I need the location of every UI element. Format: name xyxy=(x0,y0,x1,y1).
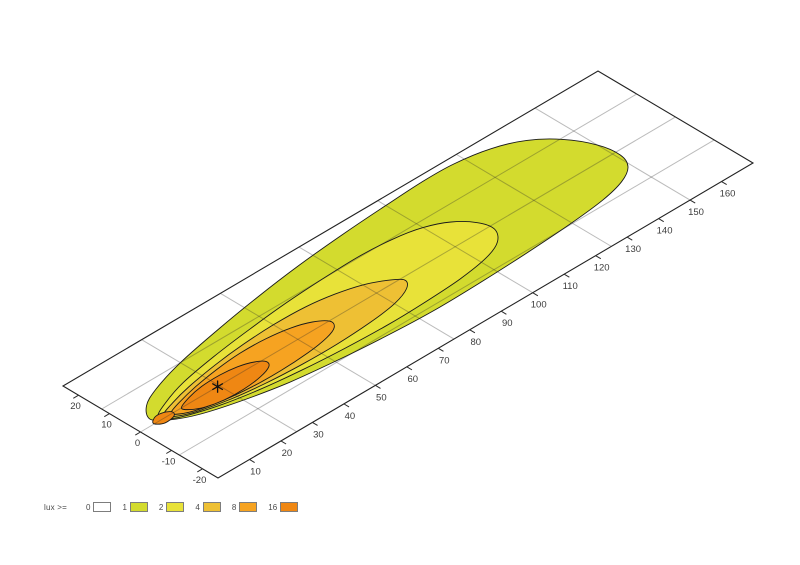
y-tick-label: 10 xyxy=(101,420,112,431)
x-tick-label: 150 xyxy=(688,207,704,218)
x-tick xyxy=(626,236,633,241)
x-tick-label: 120 xyxy=(594,263,610,274)
grid-line-lateral xyxy=(178,139,715,456)
contour-level-16 xyxy=(180,360,270,411)
x-tick-label: 60 xyxy=(408,374,419,385)
x-tick xyxy=(563,273,570,278)
legend-value-4: 4 xyxy=(195,502,200,512)
x-tick-label: 130 xyxy=(625,244,641,255)
x-tick-label: 100 xyxy=(531,300,547,311)
grid-line-distance xyxy=(456,153,612,247)
legend-swatch-8 xyxy=(239,502,258,512)
x-tick xyxy=(406,366,413,371)
x-tick-label: 50 xyxy=(376,392,387,403)
x-tick xyxy=(500,310,507,315)
x-tick xyxy=(280,440,287,445)
x-tick xyxy=(595,255,602,260)
x-tick xyxy=(249,459,255,463)
legend-swatch-4 xyxy=(202,502,221,512)
hotspot-asterisk xyxy=(212,383,224,391)
legend-title: lux >= xyxy=(44,502,67,512)
x-tick-label: 160 xyxy=(720,189,736,200)
grid-line-distance xyxy=(220,292,376,386)
y-tick-label: -10 xyxy=(162,456,176,467)
legend-swatch-1 xyxy=(129,502,148,512)
y-tick xyxy=(73,394,79,399)
legend-swatch-16 xyxy=(280,502,299,512)
x-tick xyxy=(312,421,318,426)
legend-value-0: 0 xyxy=(86,502,91,512)
x-tick xyxy=(532,292,539,297)
legend-swatch-2 xyxy=(166,502,185,512)
x-tick xyxy=(438,347,444,352)
x-tick xyxy=(721,181,727,186)
grid-line-lateral xyxy=(101,93,637,410)
legend-value-1: 1 xyxy=(122,502,127,512)
x-tick xyxy=(658,218,664,223)
grid-line-lateral xyxy=(140,116,676,433)
x-tick-label: 140 xyxy=(657,226,673,237)
y-tick-label: 20 xyxy=(70,401,81,412)
grid-line-distance xyxy=(534,107,691,201)
x-tick-label: 30 xyxy=(313,429,324,440)
x-tick-label: 10 xyxy=(250,466,261,477)
x-tick-label: 110 xyxy=(563,281,578,292)
x-tick xyxy=(469,329,476,334)
grid-line-distance xyxy=(377,200,533,294)
contour-level-16 xyxy=(152,411,175,425)
y-tick xyxy=(104,413,110,418)
plot-border xyxy=(61,70,755,479)
y-tick xyxy=(197,468,203,473)
grid-line-distance xyxy=(298,246,455,340)
x-tick xyxy=(343,403,350,408)
x-tick xyxy=(689,199,696,204)
y-tick-label: -20 xyxy=(193,475,207,486)
lux-legend: lux >= 0 1 2 4 8 16 xyxy=(44,500,299,514)
x-tick xyxy=(375,384,381,389)
y-tick-label: 0 xyxy=(135,438,140,449)
x-tick-label: 80 xyxy=(470,337,481,348)
legend-value-16: 16 xyxy=(268,502,278,512)
y-tick xyxy=(166,449,172,454)
x-tick-label: 90 xyxy=(502,318,513,329)
x-tick-label: 70 xyxy=(439,355,450,366)
x-tick-label: 20 xyxy=(282,448,293,459)
x-tick-label: 40 xyxy=(345,411,356,422)
legend-value-2: 2 xyxy=(158,502,164,512)
legend-swatch-0 xyxy=(93,502,112,512)
y-tick xyxy=(135,431,141,436)
legend-value-8: 8 xyxy=(231,502,237,512)
